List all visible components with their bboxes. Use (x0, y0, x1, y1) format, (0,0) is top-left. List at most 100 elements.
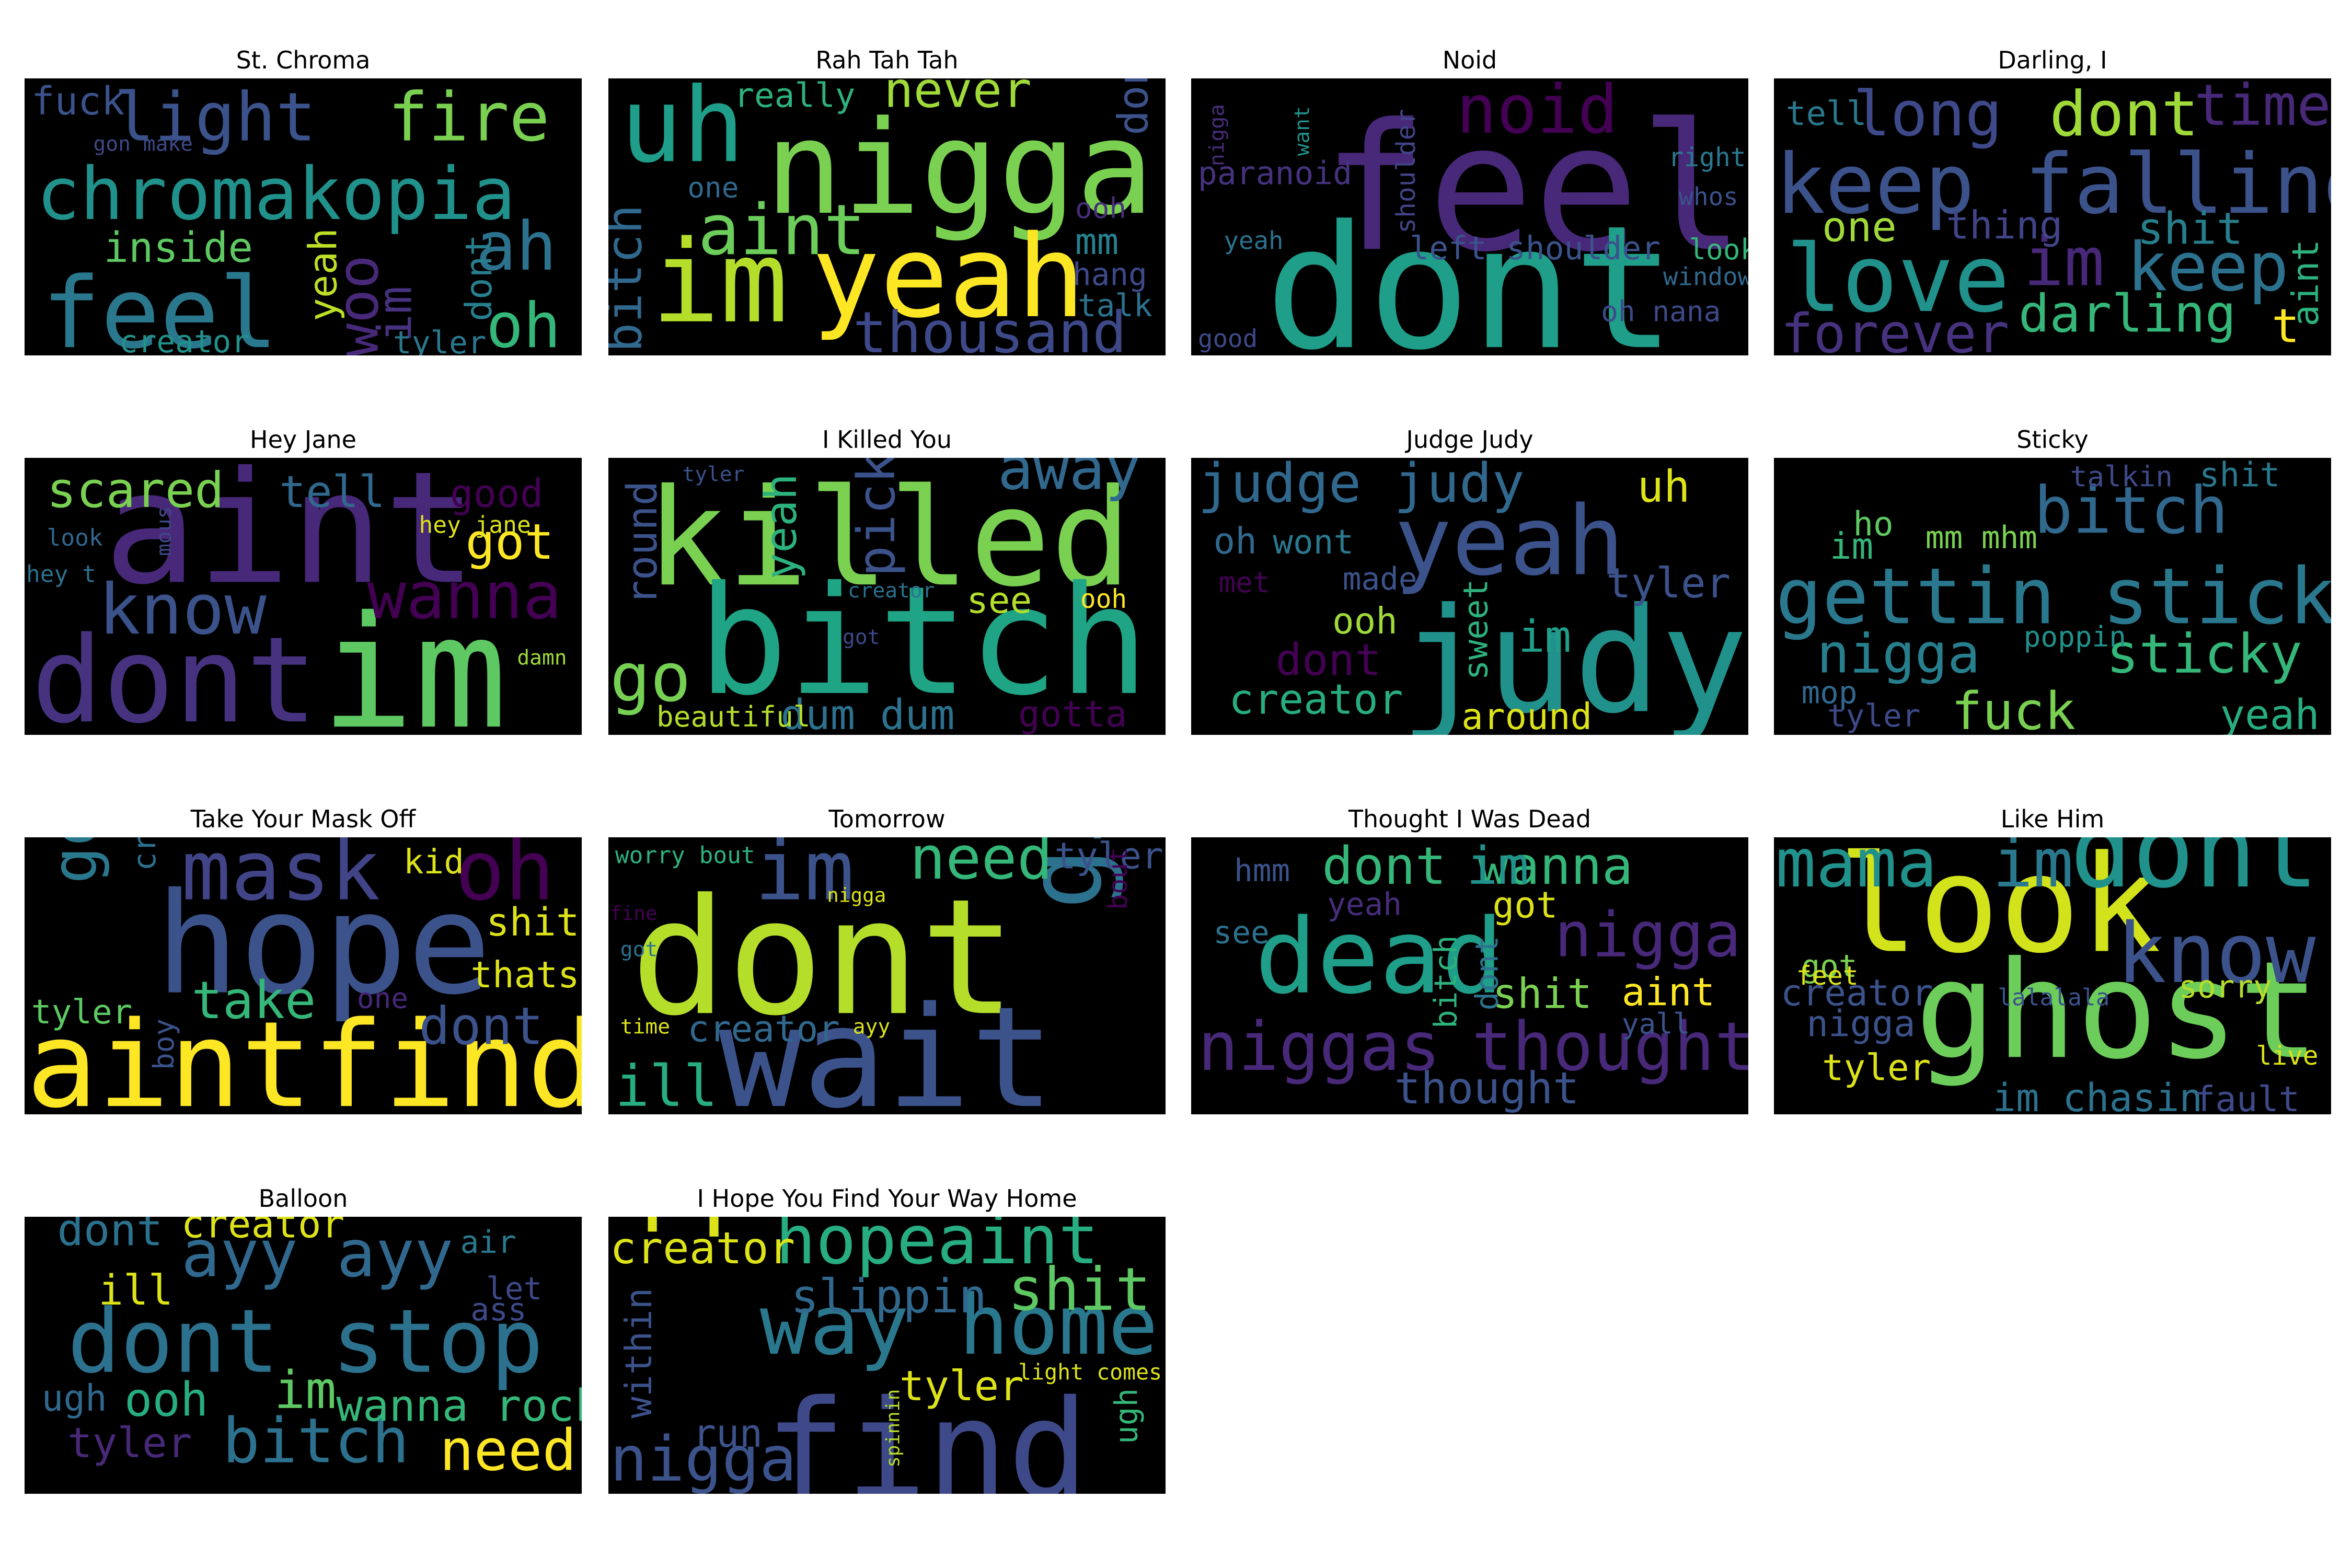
word-tyler: tyler (67, 1419, 192, 1467)
word-feel: feel (42, 257, 278, 355)
word-give: give (1005, 837, 1125, 909)
wordcloud-canvas: nigga uh yeah im aint thousand bitch never reall… (607, 77, 1167, 357)
word-im-chasin: im chasin (1992, 1076, 2203, 1114)
word-really: really (734, 78, 855, 115)
word-tyler: tyler (1822, 1047, 1931, 1089)
word-dum-dum: dum dum (780, 691, 954, 735)
word-one: one (1822, 203, 1897, 251)
word-dont-wanna: dont wanna (1322, 837, 1633, 896)
word-im: im (321, 583, 508, 735)
word-hey-t: hey t (26, 561, 96, 587)
word-ayy-ayy: ayy ayy (181, 1217, 454, 1292)
word-darling: darling (2019, 284, 2236, 344)
word-im: im (608, 1217, 750, 1248)
word-keep-falling: keep falling (1775, 136, 2331, 233)
word-nigga: nigga (1817, 622, 1980, 685)
word-sorry: sorry (2178, 969, 2272, 1005)
word-left-shoulder: left shoulder (1410, 230, 1661, 267)
word-yeah: yeah (2220, 691, 2319, 735)
word-shit: shit (2137, 203, 2243, 254)
word-dont: dont (57, 1217, 163, 1255)
word-oh-nana: oh nana (1601, 295, 1721, 328)
word-away: away (998, 458, 1141, 503)
word-im: im (368, 286, 422, 342)
word-aint: aint (1622, 970, 1715, 1014)
word-bitch: bitch (1427, 935, 1463, 1029)
word-dont: dont (1275, 634, 1381, 685)
word-shit: shit (1493, 970, 1592, 1018)
word-mm-mhm: mm mhm (1926, 520, 2037, 556)
word-good: good (1198, 325, 1258, 353)
word-kid: kid (403, 843, 464, 882)
panel-title: Hey Jane (250, 425, 356, 454)
word-dont: dont (2049, 78, 2199, 150)
word-shoulder: shoulder (1391, 109, 1421, 234)
word-around: around (1461, 696, 1592, 735)
word-paranoid: paranoid (1198, 155, 1352, 192)
word-mama: mama (1775, 837, 1938, 903)
wordcloud-canvas: dead niggas thought nigga dont wanna im though… (1190, 836, 1750, 1116)
word-go: go (610, 639, 691, 717)
word-creator: creator (687, 1009, 840, 1051)
word-met: met (1218, 566, 1270, 599)
word-find: find (765, 1371, 1089, 1494)
word-whos: whos (1678, 182, 1738, 211)
word-window: window (1663, 263, 1748, 292)
word-bitch: bitch (2034, 473, 2228, 548)
word-good: good (450, 471, 544, 516)
word-wont: wont (1273, 523, 1354, 562)
word-got: got (38, 837, 110, 884)
word-creator: creator (119, 324, 250, 355)
word-nigga: nigga (1205, 104, 1229, 166)
word-ugh: ugh (42, 1378, 107, 1420)
panel-title: Darling, I (1998, 46, 2107, 74)
word-creator: creator (848, 579, 935, 603)
panel-title: Judge Judy (1406, 425, 1534, 454)
word-ah: ah (476, 208, 557, 286)
word-ass: ass (470, 1292, 526, 1328)
panel-title: St. Chroma (236, 46, 371, 74)
word-talk: talk (1078, 287, 1152, 324)
word-oh: oh (455, 837, 555, 919)
word-gotta: gotta (1018, 694, 1127, 735)
word-dont: dont (419, 997, 543, 1057)
word-right: right (1668, 142, 1746, 172)
word-let: let (486, 1271, 542, 1307)
word-see: see (1214, 915, 1270, 951)
word-poppin: poppin (2024, 620, 2126, 653)
word-creator: creator (610, 1223, 795, 1274)
wordcloud-canvas: aint im dont know wanna scared tell good got hey … (23, 456, 583, 736)
word-time: time (620, 1015, 670, 1039)
word-im: im (1992, 837, 2073, 903)
word-creator: creator (1781, 972, 1933, 1014)
word-love: love (1786, 225, 2010, 333)
word-thought: thought (1472, 1008, 1748, 1086)
word-creator: creator (181, 1217, 345, 1247)
word-mm: mm (1075, 221, 1119, 263)
word-shit: shit (2199, 458, 2280, 494)
word-look: look (1838, 837, 2161, 983)
word-take: take (191, 971, 316, 1031)
word-got: got (1493, 884, 1558, 926)
word-fuck: fuck (31, 79, 125, 124)
word-ho: ho (1853, 504, 1893, 544)
word-keep: keep (2127, 228, 2289, 306)
word-live: live (2256, 1041, 2319, 1071)
word-got: got (1801, 948, 1857, 984)
word-wait: wait (719, 976, 1055, 1114)
word-look: look (1689, 233, 1748, 266)
word-aint: aint (698, 190, 866, 271)
word-got: got (465, 514, 554, 571)
wordcloud-canvas: chromakopia feel light fire ah oh woo inside yea… (23, 77, 583, 357)
word-made: made (1343, 561, 1417, 597)
word-creator: creator (126, 837, 163, 871)
word-tell: tell (280, 466, 385, 517)
word-shit: shit (486, 900, 580, 945)
